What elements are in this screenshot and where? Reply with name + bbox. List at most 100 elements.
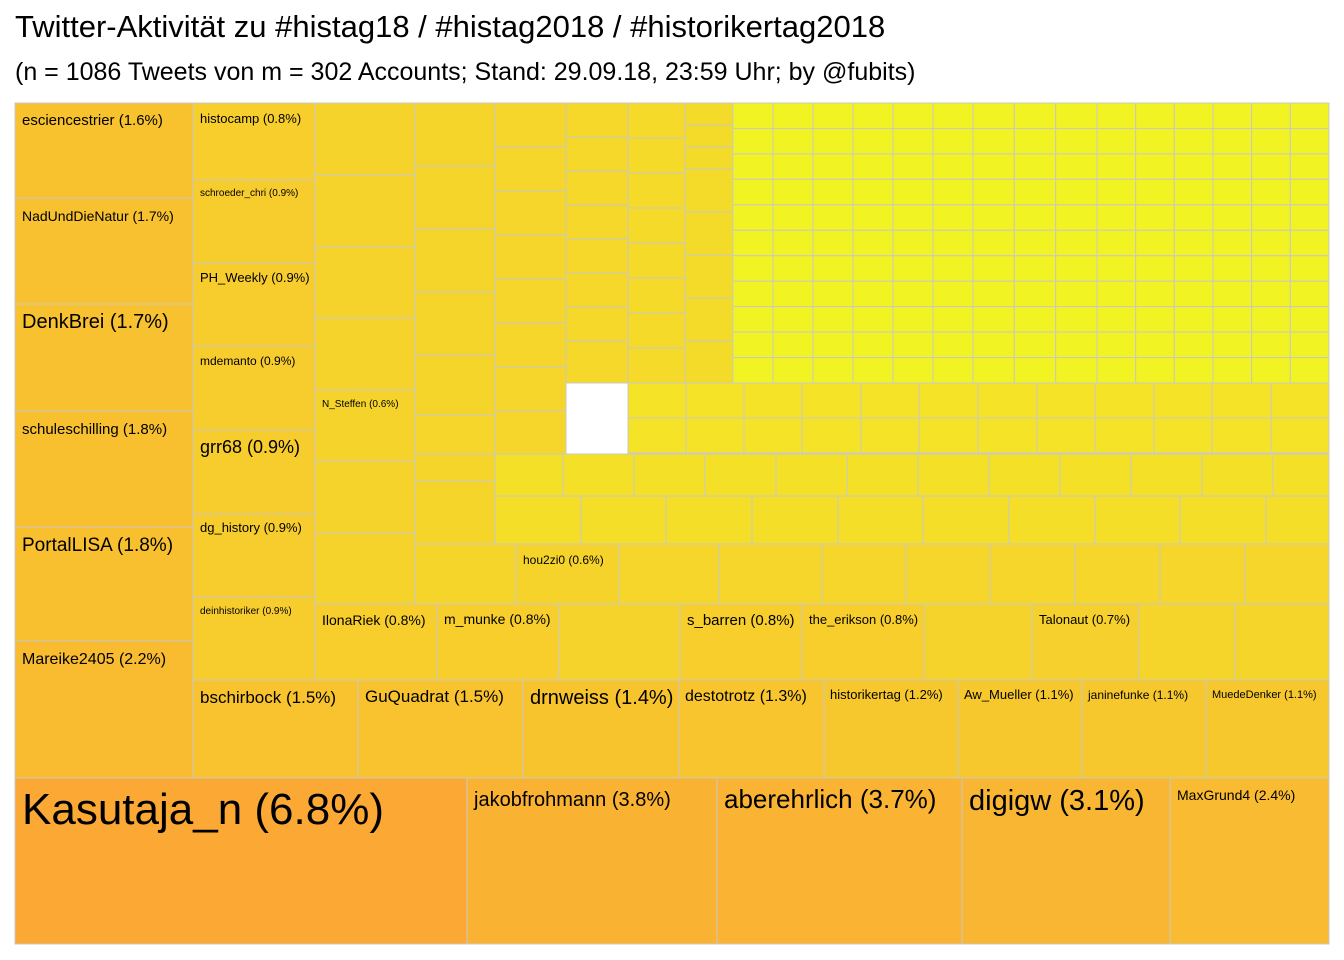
treemap-cell	[1056, 128, 1097, 153]
treemap-cell	[853, 103, 893, 128]
treemap-cell	[773, 307, 813, 332]
treemap-cell	[1213, 179, 1252, 204]
treemap-cell	[628, 383, 686, 418]
treemap-cell	[933, 205, 973, 230]
treemap-cell	[1097, 128, 1136, 153]
treemap-cell	[923, 496, 1009, 544]
treemap-label-histocamp: histocamp (0.8%)	[200, 111, 301, 126]
treemap-cell	[1213, 332, 1252, 357]
treemap-cell	[813, 230, 853, 255]
treemap-cell	[1174, 154, 1213, 179]
treemap-cell	[1056, 307, 1097, 332]
treemap-cell	[1056, 332, 1097, 357]
treemap-cell	[973, 103, 1014, 128]
treemap-cell	[666, 496, 752, 544]
treemap-cell	[1252, 256, 1291, 281]
treemap-cell	[893, 332, 933, 357]
treemap-cell	[1290, 358, 1329, 383]
treemap-cell	[733, 230, 773, 255]
treemap-cell	[1213, 307, 1252, 332]
treemap-cell	[1174, 307, 1213, 332]
treemap-cell	[802, 418, 861, 453]
treemap-cell	[1252, 103, 1291, 128]
treemap-cell	[1252, 281, 1291, 306]
treemap-cell	[1097, 154, 1136, 179]
treemap-cell	[1136, 205, 1175, 230]
treemap-cell	[1252, 332, 1291, 357]
treemap-cell	[933, 307, 973, 332]
treemap-label-aw-mueller: Aw_Mueller (1.1%)	[964, 687, 1074, 702]
treemap-cell	[773, 179, 813, 204]
treemap-cell	[847, 454, 918, 496]
treemap-cell	[628, 103, 685, 138]
treemap-cell	[495, 235, 566, 279]
treemap-cell	[853, 281, 893, 306]
treemap-cell	[1095, 383, 1154, 418]
treemap-cell	[634, 454, 705, 496]
treemap-cell	[853, 256, 893, 281]
treemap-label-grr68: grr68 (0.9%)	[200, 437, 300, 457]
treemap-label-the-erikson: the_erikson (0.8%)	[809, 612, 918, 627]
treemap-label-n-steffen: N_Steffen (0.6%)	[322, 399, 399, 410]
treemap-cell	[733, 256, 773, 281]
treemap-cell	[853, 358, 893, 383]
treemap-cell	[773, 205, 813, 230]
treemap-cell	[1245, 544, 1329, 604]
treemap-cell	[773, 358, 813, 383]
treemap-cell	[861, 418, 919, 453]
treemap-cell	[1095, 496, 1180, 544]
treemap-cell	[1097, 256, 1136, 281]
treemap-cell	[1290, 230, 1329, 255]
treemap-cell	[1136, 128, 1175, 153]
treemap-cell	[1271, 383, 1329, 418]
treemap-cell	[1174, 205, 1213, 230]
treemap-cell	[973, 281, 1014, 306]
treemap-label-mareike2405: Mareike2405 (2.2%)	[22, 651, 166, 668]
treemap-cell	[628, 243, 685, 278]
treemap-cell	[1290, 332, 1329, 357]
treemap-cell	[415, 292, 495, 355]
treemap-label-esciencestrier: esciencestrier (1.6%)	[22, 112, 163, 129]
treemap-cell	[1174, 179, 1213, 204]
treemap-cell	[1056, 358, 1097, 383]
treemap-label-guquadrat: GuQuadrat (1.5%)	[365, 687, 504, 706]
treemap-cell	[813, 332, 853, 357]
treemap-cell	[566, 137, 628, 171]
treemap-label-talonaut: Talonaut (0.7%)	[1039, 612, 1130, 627]
treemap-label-janinefunke: janinefunke (1.1%)	[1087, 688, 1188, 702]
treemap-cell	[1213, 103, 1252, 128]
treemap-cell	[315, 533, 415, 604]
treemap-cell	[918, 454, 989, 496]
treemap-cell	[1213, 205, 1252, 230]
treemap-cell	[1271, 418, 1329, 453]
treemap-cell	[1212, 418, 1271, 453]
treemap-cell	[1180, 496, 1266, 544]
treemap-cell	[1174, 332, 1213, 357]
treemap-cell	[415, 415, 495, 454]
treemap-cell	[1097, 230, 1136, 255]
treemap-cell	[1075, 544, 1160, 604]
treemap-cell	[495, 367, 566, 411]
treemap-cell	[1014, 154, 1055, 179]
treemap-cell	[628, 348, 685, 383]
treemap-cell	[1174, 230, 1213, 255]
treemap-cell	[773, 332, 813, 357]
treemap-label-mdemanto: mdemanto (0.9%)	[200, 354, 295, 368]
treemap-cell	[415, 544, 516, 604]
treemap-cell	[733, 307, 773, 332]
treemap-cell	[933, 154, 973, 179]
treemap-cell	[566, 239, 628, 273]
treemap-cell	[566, 307, 628, 341]
treemap-cell	[893, 230, 933, 255]
treemap-cell	[685, 147, 733, 169]
treemap-label-muededenker: MuedeDenker (1.1%)	[1212, 689, 1317, 701]
treemap-label-historikertag: historikertag (1.2%)	[830, 687, 943, 702]
treemap-cell	[495, 454, 563, 496]
treemap-label-aberehrlich: aberehrlich (3.7%)	[724, 784, 936, 814]
treemap-cell	[1290, 103, 1329, 128]
treemap-cell	[813, 256, 853, 281]
treemap-cell	[973, 205, 1014, 230]
treemap-cell	[973, 358, 1014, 383]
treemap-cell	[1136, 103, 1175, 128]
treemap-cell	[973, 332, 1014, 357]
